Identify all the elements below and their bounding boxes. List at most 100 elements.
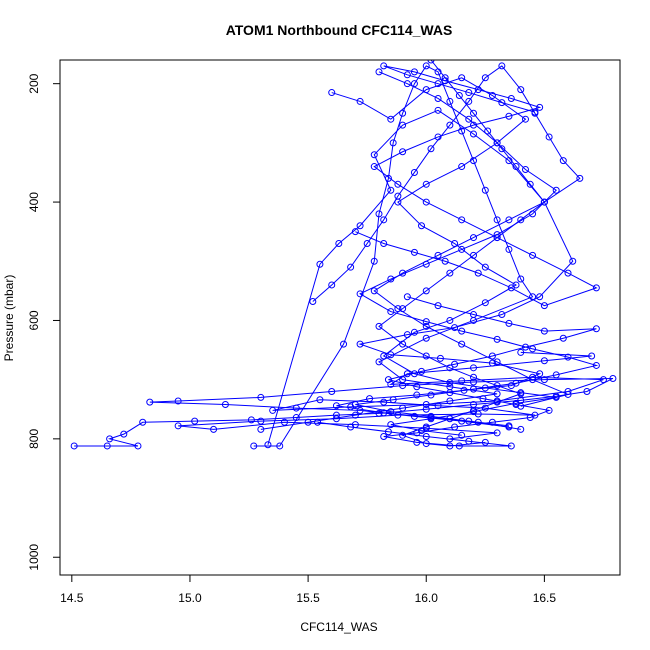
- x-axis: 14.5 15.0 15.5 16.0 16.5: [60, 575, 556, 605]
- data-point: [517, 216, 525, 224]
- data-point: [592, 361, 600, 369]
- data-point: [370, 257, 378, 265]
- data-point: [375, 210, 383, 218]
- y-tick-label: 600: [27, 310, 41, 330]
- series-line: [355, 71, 599, 427]
- data-point: [347, 423, 355, 431]
- data-point: [387, 275, 395, 283]
- data-point: [384, 376, 392, 384]
- data-point: [446, 121, 454, 129]
- data-point: [540, 327, 548, 335]
- data-point: [106, 435, 114, 443]
- data-point: [536, 293, 544, 301]
- data-point: [434, 302, 442, 310]
- data-point: [493, 398, 501, 406]
- data-point: [146, 398, 154, 406]
- data-point: [356, 340, 364, 348]
- data-point: [387, 421, 395, 429]
- data-point: [458, 245, 466, 253]
- data-point: [264, 441, 272, 449]
- data-point: [399, 376, 407, 384]
- data-point: [410, 68, 418, 76]
- data-point: [380, 432, 388, 440]
- data-point: [413, 438, 421, 446]
- data-point: [446, 442, 454, 450]
- data-point: [335, 240, 343, 248]
- data-point: [552, 371, 560, 379]
- data-point: [422, 423, 430, 431]
- series-5: [309, 62, 584, 410]
- data-point: [399, 121, 407, 129]
- data-point: [356, 97, 364, 105]
- data-point: [470, 234, 478, 242]
- series-9: [314, 293, 600, 450]
- data-point: [347, 263, 355, 271]
- data-point: [328, 89, 336, 97]
- data-point: [493, 216, 501, 224]
- data-point: [526, 414, 534, 422]
- data-point: [481, 404, 489, 412]
- data-point: [314, 418, 322, 426]
- data-point: [413, 383, 421, 391]
- series-line: [267, 109, 574, 445]
- data-point: [434, 251, 442, 259]
- data-point: [413, 391, 421, 399]
- data-point: [356, 290, 364, 298]
- data-point: [592, 284, 600, 292]
- data-point: [488, 352, 496, 360]
- data-point: [583, 387, 591, 395]
- data-point: [280, 418, 288, 426]
- y-tick-label: 1000: [27, 544, 41, 571]
- data-point: [394, 180, 402, 188]
- data-point: [434, 106, 442, 114]
- data-point: [351, 401, 359, 409]
- data-point: [505, 319, 513, 327]
- data-point: [422, 334, 430, 342]
- data-point: [375, 322, 383, 330]
- data-point: [517, 275, 525, 283]
- data-point: [481, 263, 489, 271]
- data-point: [493, 382, 501, 390]
- data-point: [309, 298, 317, 306]
- data-point: [470, 406, 478, 414]
- data-point: [422, 180, 430, 188]
- series-layer: [70, 60, 617, 450]
- data-point: [458, 431, 466, 439]
- data-point: [221, 401, 229, 409]
- data-point: [479, 395, 487, 403]
- data-point: [422, 405, 430, 413]
- data-point: [103, 442, 111, 450]
- y-tick-label: 200: [27, 73, 41, 93]
- data-point: [403, 293, 411, 301]
- data-point: [257, 425, 265, 433]
- data-point: [174, 422, 182, 430]
- data-point: [540, 357, 548, 365]
- data-point: [380, 352, 388, 360]
- data-point: [458, 74, 466, 82]
- data-point: [517, 86, 525, 94]
- plot-frame: [59, 59, 621, 576]
- data-point: [446, 269, 454, 277]
- data-point: [399, 404, 407, 412]
- data-point: [276, 442, 284, 450]
- data-point: [422, 62, 430, 70]
- data-point: [422, 322, 430, 330]
- data-point: [446, 316, 454, 324]
- data-point: [470, 385, 478, 393]
- data-point: [512, 379, 520, 387]
- data-point: [292, 414, 300, 422]
- data-point: [441, 257, 449, 265]
- data-point: [427, 415, 435, 423]
- series-line: [355, 65, 598, 307]
- data-point: [536, 103, 544, 111]
- data-point: [458, 340, 466, 348]
- data-point: [507, 442, 515, 450]
- x-tick-label: 15.5: [296, 591, 320, 605]
- data-point: [441, 74, 449, 82]
- data-point: [512, 401, 520, 409]
- data-point: [552, 393, 560, 401]
- data-point: [399, 340, 407, 348]
- data-point: [545, 133, 553, 141]
- data-point: [481, 186, 489, 194]
- data-point: [446, 397, 454, 405]
